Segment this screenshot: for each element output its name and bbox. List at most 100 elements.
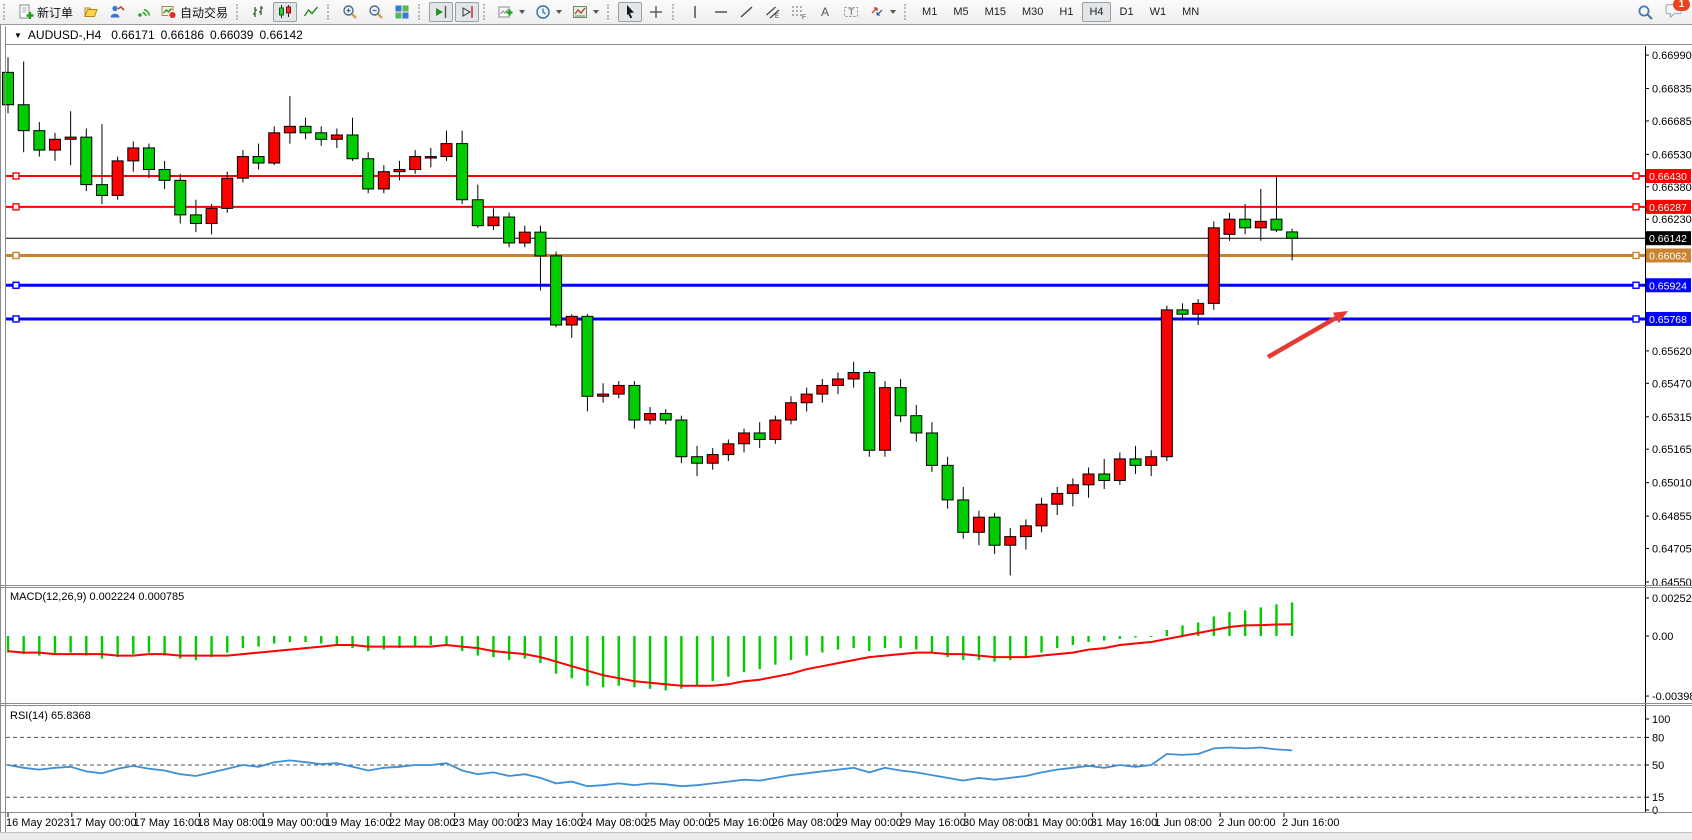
profiles-button[interactable] <box>79 2 103 22</box>
search-button[interactable] <box>1633 2 1658 22</box>
macd-histogram-bar <box>492 636 495 658</box>
auto-trading-label: 自动交易 <box>180 5 229 20</box>
macd-histogram-bar <box>1056 636 1059 649</box>
macd-histogram-bar <box>946 636 949 658</box>
trend-arrow-annotation[interactable] <box>1266 316 1337 359</box>
line-handle[interactable] <box>12 315 20 323</box>
timeframe-mn-button[interactable]: MN <box>1175 2 1206 22</box>
notifications[interactable]: 1 <box>1665 0 1690 23</box>
price-tick-label: 0.64855 <box>1652 511 1692 523</box>
candle <box>972 516 985 533</box>
periods-button[interactable] <box>531 2 566 22</box>
macd-histogram-bar <box>366 636 370 652</box>
macd-histogram-bar <box>1243 610 1247 636</box>
line-handle[interactable] <box>1632 251 1640 260</box>
candle <box>1192 302 1205 315</box>
equidistant-channel-button[interactable]: E <box>761 2 785 22</box>
tile-windows-icon <box>395 5 409 19</box>
time-tick-label: 23 May 00:00 <box>453 817 520 829</box>
crosshair-button[interactable] <box>644 2 668 22</box>
price-badge-label: 0.66430 <box>1649 171 1687 183</box>
timeframe-m15-button[interactable]: M15 <box>978 2 1013 22</box>
line-handle[interactable] <box>12 251 20 260</box>
timeframe-m30-button[interactable]: M30 <box>1015 2 1050 22</box>
timeframe-w1-button[interactable]: W1 <box>1143 2 1174 22</box>
rsi-line <box>7 746 1293 788</box>
bar-chart-button[interactable] <box>247 2 271 22</box>
market-watch-button[interactable] <box>105 2 129 22</box>
chart-shift-icon <box>462 6 473 18</box>
candlestick-chart-button[interactable] <box>273 2 298 22</box>
rsi-tick-label: 100 <box>1652 714 1670 726</box>
text-label-button[interactable]: T <box>839 2 863 22</box>
text-label-icon: T <box>844 7 859 17</box>
zoom-out-button[interactable] <box>364 2 388 22</box>
line-handle[interactable] <box>12 281 20 289</box>
macd-histogram-bar <box>1009 636 1012 661</box>
candle <box>941 464 954 501</box>
line-handle[interactable] <box>1632 315 1640 323</box>
cursor-button[interactable] <box>618 2 643 22</box>
templates-button[interactable] <box>568 2 603 22</box>
price-badge <box>1646 278 1691 293</box>
candle <box>252 156 265 164</box>
chart-titlebar: ▼ AUDUSD-,H4 0.66171 0.66186 0.66039 0.6… <box>6 26 1692 45</box>
macd-histogram-bar <box>664 636 667 691</box>
line-handle[interactable] <box>1632 172 1640 180</box>
auto-trading-button[interactable]: 自动交易 <box>157 2 232 22</box>
tile-windows-button[interactable] <box>390 2 414 22</box>
macd-histogram-bar <box>539 636 542 664</box>
macd-histogram-bar <box>304 636 307 643</box>
line-handle[interactable] <box>1632 203 1640 211</box>
candle <box>878 387 891 451</box>
macd-indicator-label: MACD(12,26,9) 0.002224 0.000785 <box>10 591 184 603</box>
trendline-button[interactable] <box>735 2 759 22</box>
timeframe-h1-button[interactable]: H1 <box>1052 2 1080 22</box>
line-chart-button[interactable] <box>299 2 323 22</box>
chart-shift-button[interactable] <box>455 2 480 22</box>
toolbar-grip <box>672 4 678 20</box>
time-tick-label: 31 May 16:00 <box>1091 817 1158 829</box>
price-badge-label: 0.66142 <box>1649 233 1687 245</box>
price-badge <box>1646 311 1691 326</box>
fibonacci-button[interactable]: F <box>787 2 811 22</box>
indicators-button[interactable] <box>494 2 529 22</box>
macd-histogram-bar <box>523 636 526 659</box>
candle <box>831 378 844 386</box>
vertical-line-button[interactable] <box>683 2 707 22</box>
toolbar-grip <box>483 4 489 20</box>
timeframe-h4-button[interactable]: H4 <box>1082 2 1111 22</box>
new-order-button[interactable]: 新订单 <box>14 2 77 22</box>
candle <box>581 315 594 397</box>
line-handle[interactable] <box>12 203 20 211</box>
line-chart-icon <box>303 6 319 17</box>
candle <box>1286 231 1299 239</box>
candle <box>785 402 797 421</box>
timeframe-d1-button[interactable]: D1 <box>1113 2 1141 22</box>
line-handle[interactable] <box>1632 281 1640 289</box>
toolbar-grip <box>418 4 424 20</box>
ohlc-close: 0.66142 <box>259 28 303 42</box>
candle <box>393 169 406 173</box>
macd-histogram-bar <box>977 636 981 661</box>
horizontal-line-button[interactable] <box>709 2 733 22</box>
text-button[interactable]: A <box>813 2 837 22</box>
auto-scroll-button[interactable] <box>429 2 454 22</box>
time-tick-label: 1 Jun 08:00 <box>1154 817 1212 829</box>
zoom-in-icon <box>343 5 357 19</box>
candle <box>142 147 155 171</box>
signals-button[interactable] <box>131 2 155 22</box>
arrows-button[interactable] <box>865 2 900 22</box>
price-tick-label: 0.66835 <box>1652 84 1692 96</box>
bar-chart-icon <box>253 6 264 17</box>
timeframe-m1-button[interactable]: M1 <box>915 2 944 22</box>
timeframe-m5-button[interactable]: M5 <box>946 2 975 22</box>
zoom-in-button[interactable] <box>338 2 362 22</box>
candle <box>158 169 171 181</box>
line-handle[interactable] <box>12 172 20 180</box>
collapse-triangle-icon[interactable]: ▼ <box>14 30 22 40</box>
macd-tick-label: 0.00252 <box>1652 593 1692 605</box>
candle <box>628 384 641 421</box>
candle <box>95 184 108 196</box>
